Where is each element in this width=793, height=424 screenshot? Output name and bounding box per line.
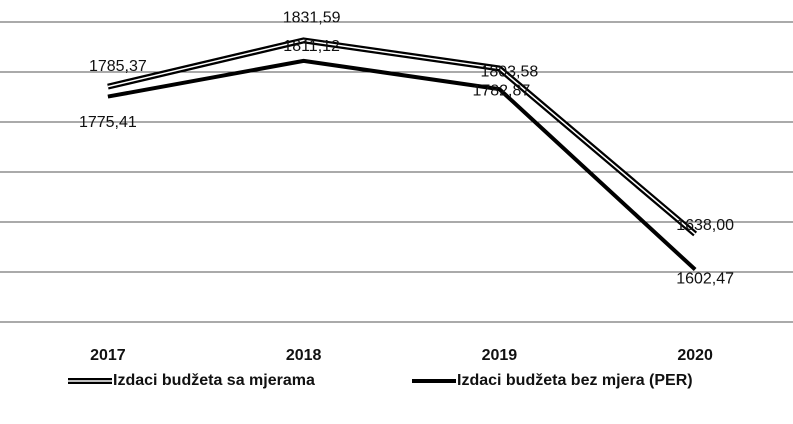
data-label: 1775,41 bbox=[79, 114, 137, 131]
data-label: 1831,59 bbox=[283, 10, 341, 27]
data-label: 1803,58 bbox=[480, 64, 538, 81]
x-tick-label: 2019 bbox=[482, 347, 518, 364]
x-tick-label: 2018 bbox=[286, 347, 322, 364]
line-series bbox=[107, 37, 698, 237]
data-label: 1782,87 bbox=[472, 82, 530, 99]
data-label: 1811,12 bbox=[283, 38, 340, 55]
data-label: 1602,47 bbox=[676, 271, 734, 288]
line-series bbox=[107, 58, 697, 272]
legend-label: Izdaci budžeta bez mjera (PER) bbox=[457, 372, 693, 389]
legend-label: Izdaci budžeta sa mjerama bbox=[113, 372, 315, 389]
x-tick-label: 2017 bbox=[90, 347, 126, 364]
x-tick-label: 2020 bbox=[677, 347, 713, 364]
data-label: 1785,37 bbox=[89, 58, 147, 75]
line-series-inner bbox=[107, 39, 696, 235]
data-label: 1638,00 bbox=[676, 217, 734, 234]
